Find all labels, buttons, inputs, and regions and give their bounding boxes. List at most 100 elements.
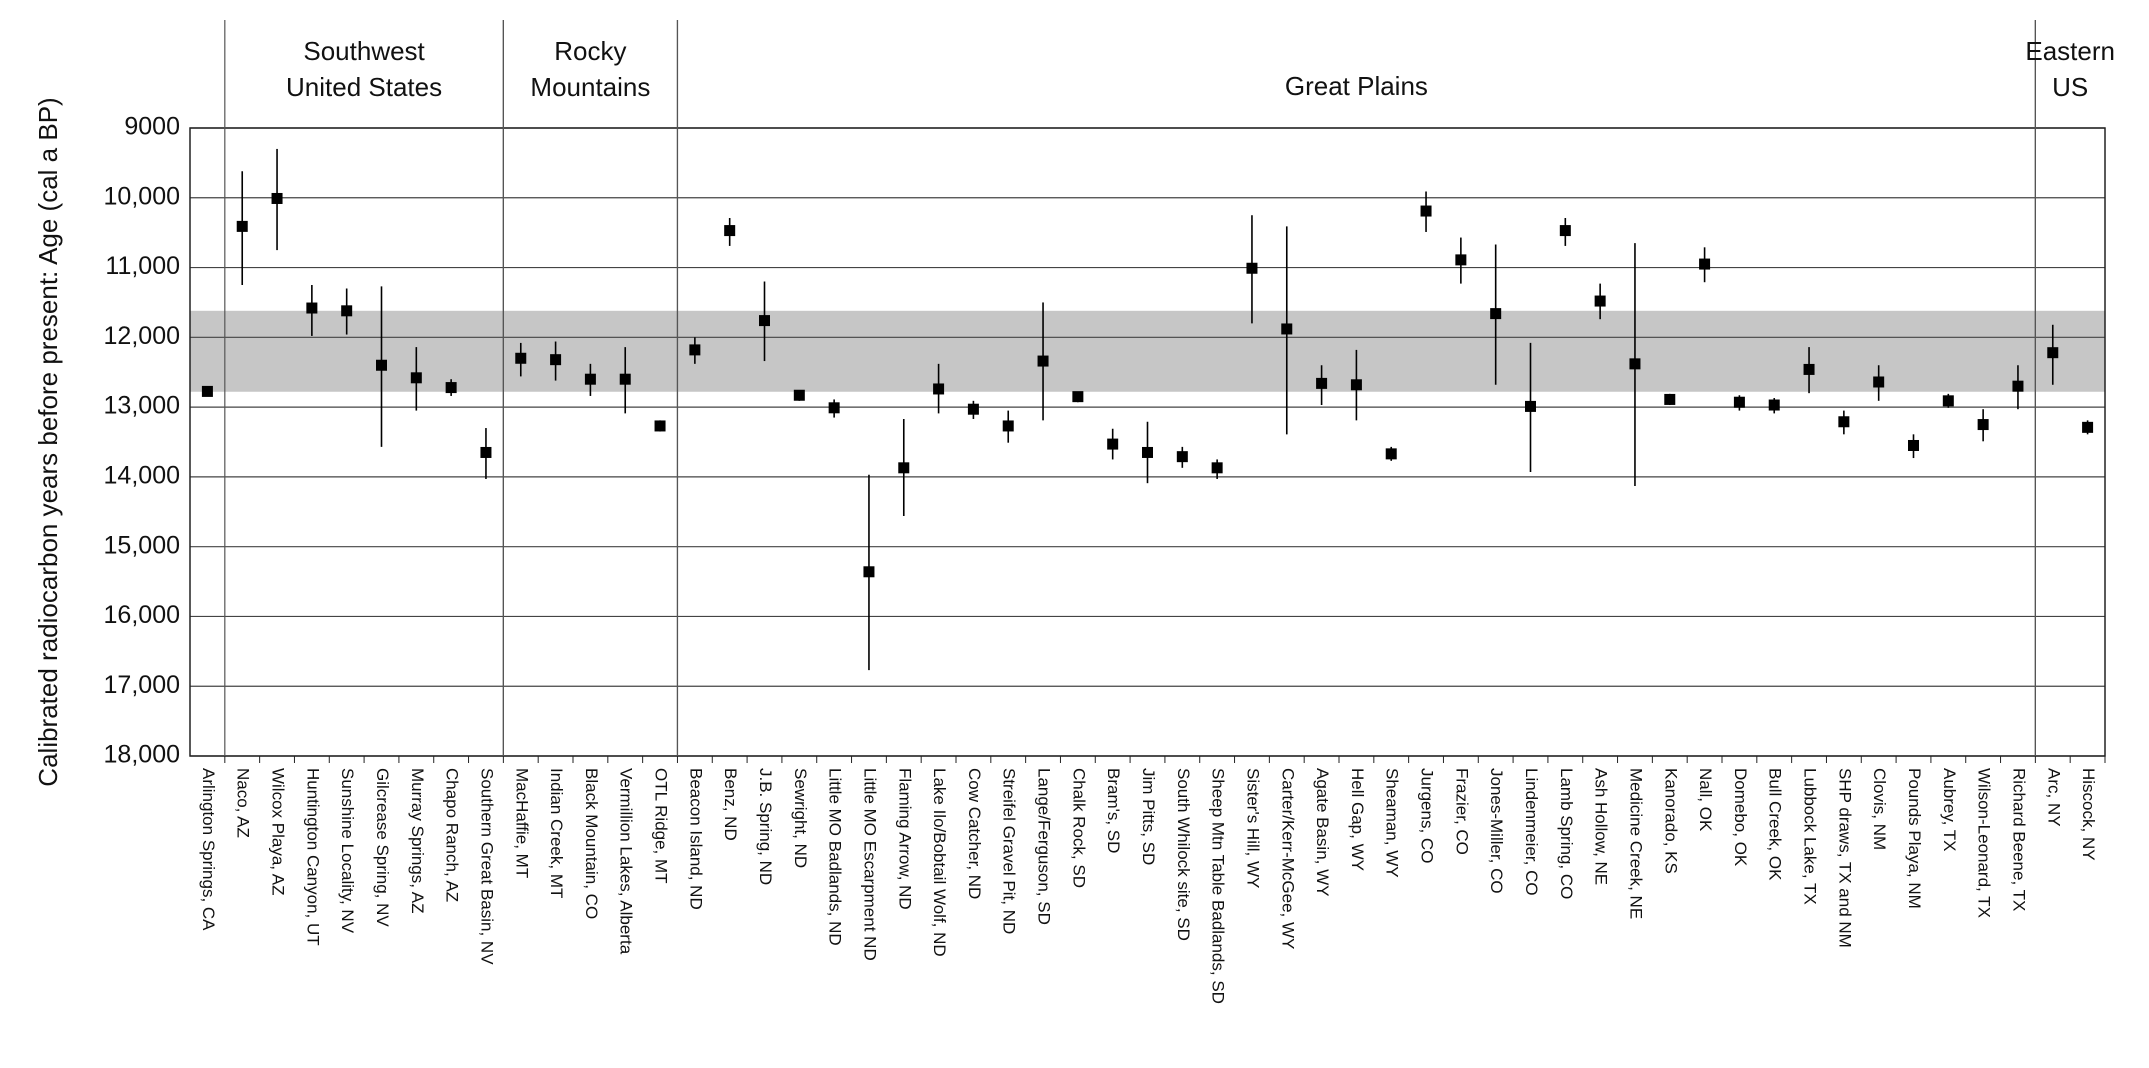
marker — [724, 225, 736, 237]
x-tick-label: Lubbock Lake, TX — [1801, 768, 1820, 905]
region-label: Eastern — [2025, 36, 2115, 66]
marker — [1873, 376, 1885, 388]
x-tick-label: Little MO Badlands, ND — [826, 768, 845, 946]
x-tick-label: Naco, AZ — [234, 768, 253, 838]
x-tick-label: Chapo Ranch, AZ — [443, 768, 462, 902]
marker — [1525, 400, 1536, 412]
x-tick-label: Cow Catcher, ND — [965, 768, 984, 899]
x-tick-label: Jim Pitts, SD — [1139, 768, 1158, 865]
marker — [1211, 462, 1223, 474]
x-tick-label: Wilson-Leonard, TX — [1975, 768, 1994, 918]
x-tick-label: Arlington Springs, CA — [199, 768, 218, 931]
marker — [1281, 323, 1293, 335]
x-tick-label: Kanorado, KS — [1661, 768, 1680, 874]
y-tick-label: 15,000 — [104, 531, 180, 559]
x-tick-label: Indian Creek, MT — [547, 768, 566, 898]
region-label: US — [2052, 72, 2088, 102]
marker — [480, 446, 492, 458]
marker — [1699, 258, 1711, 270]
x-tick-label: Clovis, NM — [1870, 768, 1889, 850]
x-tick-label: Benz, ND — [721, 768, 740, 841]
x-tick-label: Black Mountain, CO — [582, 768, 601, 919]
marker — [1385, 448, 1397, 460]
marker — [2012, 380, 2024, 392]
marker — [1942, 395, 1954, 407]
x-tick-label: South Whilock site, SD — [1174, 768, 1193, 941]
x-tick-label: Nall, OK — [1696, 768, 1715, 832]
x-tick-label: SHP draws, TX and NM — [1835, 768, 1854, 948]
marker — [654, 420, 666, 432]
x-tick-label: Sewright, ND — [791, 768, 810, 868]
marker — [967, 403, 979, 415]
marker — [1246, 262, 1258, 274]
x-tick-label: Richard Beene, TX — [2009, 768, 2028, 911]
marker — [759, 315, 770, 327]
marker — [201, 385, 213, 397]
x-tick-label: Hell Gap, WY — [1348, 768, 1367, 871]
x-tick-label: Vermillion Lakes, Alberta — [617, 768, 636, 955]
y-tick-label: 10,000 — [104, 182, 180, 210]
x-tick-label: Agate Basin, WY — [1313, 768, 1332, 897]
marker — [341, 305, 353, 317]
x-tick-label: Southern Great Basin, NV — [477, 768, 496, 965]
x-tick-label: Aubrey, TX — [1940, 768, 1959, 851]
x-tick-label: Gilcrease Spring, NV — [373, 768, 392, 927]
x-tick-label: Sheaman, WY — [1383, 768, 1402, 878]
marker — [828, 402, 840, 414]
marker — [1002, 420, 1014, 432]
x-tick-label: Chalk Rock, SD — [1069, 768, 1088, 888]
marker — [2082, 421, 2094, 433]
marker — [236, 220, 248, 232]
marker — [410, 372, 422, 384]
x-tick-label: Huntington Canyon, UT — [303, 768, 322, 946]
y-tick-label: 13,000 — [104, 392, 180, 420]
x-tick-label: Frazier, CO — [1452, 768, 1471, 855]
x-tick-label: Lindenmeier, CO — [1522, 768, 1541, 896]
marker — [1629, 358, 1641, 370]
marker — [1316, 377, 1328, 389]
x-tick-label: Flaming Arrow, ND — [895, 768, 914, 910]
x-tick-label: Beacon Island, ND — [686, 768, 705, 910]
marker — [863, 566, 875, 578]
marker — [515, 352, 527, 364]
x-tick-label: Bull Creek, OK — [1766, 768, 1785, 881]
y-tick-label: 9000 — [124, 113, 180, 141]
marker — [898, 462, 910, 474]
marker — [689, 344, 701, 356]
marker — [1107, 438, 1119, 450]
x-tick-label: Streifel Gravel Pit, ND — [1000, 768, 1019, 934]
marker — [793, 389, 805, 401]
marker — [1803, 363, 1815, 375]
region-label: Mountains — [530, 72, 650, 102]
marker — [1733, 396, 1745, 408]
marker — [376, 359, 387, 371]
y-tick-label: 16,000 — [104, 601, 180, 629]
y-tick-label: 11,000 — [105, 252, 180, 280]
y-axis-label: Calibrated radiocarbon years before pres… — [33, 97, 63, 786]
x-tick-label: Carter/Kerr-McGee, WY — [1278, 768, 1297, 949]
marker — [1490, 308, 1502, 320]
marker — [619, 373, 631, 385]
x-tick-label: Hiscock, NY — [2079, 768, 2098, 861]
marker — [933, 383, 945, 395]
region-label: United States — [286, 72, 442, 102]
y-tick-label: 12,000 — [104, 322, 180, 350]
marker — [1559, 225, 1571, 237]
x-tick-label: Lange/Ferguson, SD — [1035, 768, 1054, 925]
x-tick-label: Sunshine Locality, NV — [338, 768, 357, 934]
x-tick-label: Arc, NY — [2044, 768, 2063, 827]
marker — [1664, 393, 1676, 405]
highlight-band — [190, 310, 2105, 392]
x-tick-label: Jones-Miller, CO — [1487, 768, 1506, 894]
y-tick-label: 14,000 — [104, 461, 180, 489]
marker — [1838, 416, 1850, 428]
region-label: Southwest — [303, 36, 425, 66]
x-tick-label: Pounds Playa, NM — [1905, 768, 1924, 909]
marker — [2047, 347, 2059, 359]
marker — [1977, 419, 1989, 431]
marker — [306, 302, 318, 314]
x-tick-label: Ash Hollow, NE — [1592, 768, 1611, 885]
y-tick-label: 18,000 — [104, 741, 180, 769]
marker — [445, 382, 457, 394]
